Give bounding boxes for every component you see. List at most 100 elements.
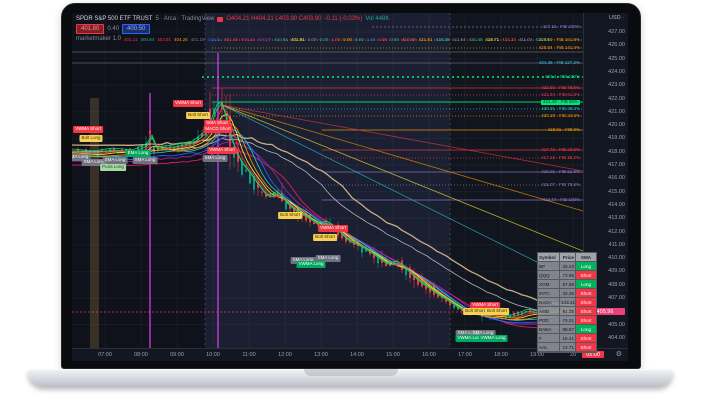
indicator-value: 411.54 bbox=[452, 36, 466, 42]
buy-button[interactable]: 400.50 bbox=[122, 24, 151, 34]
watchlist-price: 13.71 bbox=[560, 343, 576, 352]
time-tick: 09:00 bbox=[170, 352, 184, 358]
signal-chip[interactable]: VWMA Long bbox=[296, 261, 326, 268]
sell-button[interactable]: 401.80 bbox=[76, 24, 105, 34]
fib-level-label[interactable]: 421.94 - FIB 61.8% bbox=[541, 91, 580, 97]
symbol-meta: 5 · Arca · TradingView bbox=[155, 16, 215, 22]
time-tick: 16:00 bbox=[422, 352, 436, 358]
time-tick: 17:00 bbox=[458, 352, 472, 358]
fib-level-label[interactable]: 416.01 - FIB 61.8% bbox=[541, 168, 580, 174]
watchlist-row[interactable]: AMD 91.35 Short bbox=[538, 307, 596, 316]
signal-chip[interactable]: Puria Long bbox=[100, 164, 126, 171]
fib-level-label[interactable]: 417.15 - FIB 38.2% bbox=[541, 154, 580, 160]
indicator-name[interactable]: marketmaker 1.0 bbox=[76, 36, 122, 42]
price-tick: 414.00 bbox=[608, 201, 625, 208]
indicator-value: 404.07 bbox=[257, 36, 272, 42]
fib-level-label[interactable]: 418.91 - FIB 0% bbox=[547, 126, 580, 132]
signal-chip[interactable]: SMA Long bbox=[81, 159, 107, 166]
signal-chip[interactable]: SMA Long bbox=[72, 154, 91, 161]
price-tick: 404.00 bbox=[608, 334, 625, 341]
watchlist-side-badge: Short bbox=[576, 316, 596, 325]
signal-chip[interactable]: VWMA Short bbox=[318, 225, 348, 232]
price-tick: 420.00 bbox=[608, 122, 625, 129]
watchlist-row[interactable]: AAL 13.71 Short bbox=[538, 343, 596, 352]
indicator-value: 403.91 bbox=[157, 36, 171, 42]
signal-chip[interactable]: SMA Long bbox=[102, 157, 128, 164]
axis-settings-icon[interactable]: ⚙ bbox=[615, 351, 622, 358]
signal-chip[interactable]: Bolt Long bbox=[79, 135, 103, 142]
signal-chip[interactable]: SMA Long bbox=[455, 330, 481, 337]
fib-level-label[interactable]: 425.04 - FIB 141.4% bbox=[538, 44, 580, 50]
fib-level-label[interactable]: 421.48 - FIB 50% bbox=[540, 99, 580, 105]
signal-chip[interactable]: SMA Long bbox=[290, 257, 316, 264]
indicator-value: 400.84 bbox=[140, 36, 155, 42]
watchlist-row[interactable]: F 15.41 Short bbox=[538, 334, 596, 343]
signal-chip[interactable]: MACD Short bbox=[203, 126, 233, 133]
indicator-value: 401.91 bbox=[291, 36, 305, 42]
indicator-value: 421.48 bbox=[535, 36, 550, 42]
signal-chip[interactable]: Bolt Short bbox=[463, 308, 487, 315]
signal-chip[interactable]: Bolt Short bbox=[313, 234, 337, 241]
watchlist-row[interactable]: INTC 33.36 Short bbox=[538, 289, 596, 298]
fib-level-label[interactable]: 420.91 - FIB 38.2% bbox=[541, 105, 580, 111]
watchlist-row[interactable]: XOM 97.88 Long bbox=[538, 280, 596, 289]
symbol-title[interactable]: SPDR S&P 500 ETF TRUST bbox=[76, 16, 153, 22]
fib-level-label[interactable]: 427.15 - FIB 200% bbox=[542, 23, 580, 29]
signal-chip[interactable]: SMA Short bbox=[204, 120, 230, 127]
watchlist-side-badge: Long bbox=[576, 280, 596, 289]
signal-chip[interactable]: VWMA Short bbox=[207, 147, 237, 154]
signal-chip[interactable]: VWMA Short bbox=[173, 100, 203, 107]
price-tick: 417.00 bbox=[608, 162, 625, 168]
price-axis[interactable]: USD · 427.00 426.00 425.00 424.00 423.00 422.… bbox=[583, 13, 628, 348]
watchlist-side-badge: Long bbox=[576, 262, 596, 271]
watchlist-row[interactable]: BABA 98.87 Long bbox=[538, 325, 596, 334]
live-badge-icon bbox=[217, 16, 224, 22]
signal-chip[interactable]: Bolt Short bbox=[485, 308, 509, 315]
signal-chip[interactable]: VWMA Long bbox=[455, 335, 485, 342]
indicator-value: 404.23 bbox=[240, 36, 255, 42]
fib-level-label[interactable]: 422.50 - FIB 78.6% bbox=[541, 84, 580, 90]
time-tick: 15:00 bbox=[386, 352, 400, 358]
signal-chip[interactable]: SMA Long bbox=[132, 157, 158, 164]
watchlist-row[interactable]: BP 33.23 Long bbox=[538, 262, 596, 271]
volume-value: Vol 448K bbox=[365, 16, 390, 22]
fib-level-label[interactable]: 417.72 - FIB 23.6% bbox=[541, 146, 580, 152]
time-axis[interactable]: 05:00 ⚙ 07:00 08:00 09:00 10:00 11:00 12:00 13… bbox=[72, 348, 628, 361]
watchlist-symbol: INTC bbox=[538, 289, 560, 298]
price-tick: 422.00 bbox=[608, 95, 625, 102]
signal-chip[interactable]: VWMA Short bbox=[73, 126, 103, 133]
signal-chip[interactable]: Bolt Short bbox=[186, 112, 210, 119]
watchlist-row[interactable]: PDD 73.21 Short bbox=[538, 316, 596, 325]
fib-level-label[interactable]: 424.36 - FIB 127.2% bbox=[538, 59, 580, 65]
signal-chip[interactable]: VWMA Long bbox=[478, 335, 508, 342]
signal-chip[interactable]: VWMA Short bbox=[470, 302, 500, 309]
watchlist-row[interactable]: NVDA 143.21 Short bbox=[538, 298, 596, 307]
fib-level-label[interactable]: 413.47 - FIB 100% bbox=[542, 196, 580, 202]
price-tick: 409.00 bbox=[608, 268, 625, 275]
bar-countdown: 05:00 bbox=[582, 351, 604, 358]
price-tick: 424.00 bbox=[608, 68, 625, 75]
signal-chip[interactable]: SMA Long bbox=[315, 255, 341, 262]
signal-chip[interactable]: SMA Long bbox=[470, 330, 496, 337]
fib-level-label[interactable]: 415.07 - FIB 78.6% bbox=[541, 181, 580, 187]
indicator-value: 401.49 bbox=[223, 36, 238, 42]
watchlist-price: 91.35 bbox=[560, 307, 576, 316]
laptop-base bbox=[28, 369, 673, 387]
watchlist-side-badge: Short bbox=[576, 271, 596, 280]
time-tick: 14:00 bbox=[350, 352, 364, 358]
price-tick: 427.00 bbox=[608, 29, 625, 35]
chart-plot-area[interactable]: 427.15 - FIB 200% 425.60 - FIB 161.8% 425.… bbox=[72, 13, 583, 348]
time-tick: 12:00 bbox=[278, 352, 292, 358]
watchlist-row[interactable]: QQQ 73.96 Short bbox=[538, 271, 596, 280]
time-tick: 20 bbox=[569, 352, 577, 358]
signal-chip[interactable]: Bolt Short bbox=[278, 212, 302, 219]
spread-value: 0.40 bbox=[107, 26, 120, 32]
fib-level-label[interactable]: 423.4 - FIB 100% bbox=[544, 73, 580, 79]
fib-level-label[interactable]: 425.60 - FIB 161.8% bbox=[538, 36, 580, 42]
fib-level-label[interactable]: 420.28 - FIB 23.6% bbox=[541, 112, 580, 118]
indicator-value: 418.71 bbox=[485, 36, 500, 42]
currency-label: USD · bbox=[609, 15, 624, 21]
signal-chip[interactable]: SMA Long bbox=[202, 155, 228, 162]
signal-chip[interactable]: EMA Long bbox=[125, 150, 151, 157]
